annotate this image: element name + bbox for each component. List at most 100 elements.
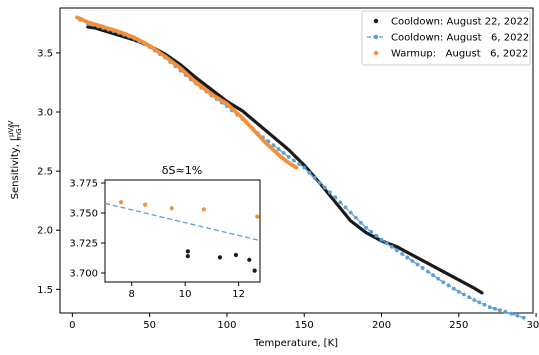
main-axis-ticks: 0 50 100 150 200 250 300 1.5 2.0 2.5 3.0 3.5 (37, 48, 539, 331)
inset-axis-ticks: 8 10 12 3.700 3.725 3.750 3.775 (69, 179, 245, 301)
series-cooldown-aug6-point (276, 147, 281, 151)
series-cooldown-aug6-point (297, 162, 301, 166)
series-cooldown-aug6-point (487, 305, 492, 309)
legend-label: Warmup: August 6, 2022 (391, 49, 528, 60)
series-cooldown-aug6-point (374, 233, 379, 238)
legend-swatch-marker (373, 18, 379, 24)
inset-x-tick-label: 12 (232, 289, 245, 300)
y-axis-label-num: μV/V (7, 120, 15, 137)
inset-warmup-point (255, 214, 260, 219)
series-cooldown-aug6-point (379, 237, 384, 242)
series-cooldown-aug6-point (271, 143, 276, 148)
series-cooldown-aug6-point (353, 215, 358, 220)
inset-cooldown-aug22-point (185, 254, 190, 259)
y-tick-label: 3.5 (37, 48, 53, 59)
series-cooldown-aug6-point (436, 276, 441, 281)
series-cooldown-aug6-point (343, 205, 348, 210)
inset-y-tick-label: 3.700 (69, 269, 98, 280)
series-cooldown-aug6-point (415, 262, 420, 267)
y-axis-label-close: ] (10, 124, 21, 128)
x-tick-label: 0 (69, 320, 75, 331)
series-cooldown-aug6-point (462, 292, 466, 297)
series-cooldown-aug6-point (333, 195, 338, 200)
series-cooldown-aug6-point (441, 280, 446, 285)
series-cooldown-aug6-point (451, 286, 456, 291)
x-tick-label: 50 (143, 320, 156, 331)
inset-cooldown-aug6-line (104, 202, 261, 242)
legend-entry: Cooldown: August 22, 2022 (373, 17, 529, 28)
main-plot-frame (59, 7, 534, 314)
inset-cooldown-aug22-point (247, 257, 252, 262)
inset-warmup-point (142, 202, 148, 207)
inset-warmup-point (118, 200, 124, 205)
inset-warmup-point (201, 207, 206, 212)
series-cooldown-aug6-point (395, 248, 399, 253)
inset-warmup-point (169, 206, 174, 211)
inset-y-tick-label: 3.775 (69, 179, 98, 190)
series-cooldown-aug22-point (480, 291, 484, 295)
series-cooldown-aug6-point (482, 302, 487, 307)
series-cooldown-aug6-point (503, 309, 508, 314)
inset-plot-frame (104, 179, 261, 283)
series-cooldown-aug6-point (369, 229, 374, 234)
legend: Cooldown: August 22, 2022 Cooldown: Augus… (361, 10, 531, 66)
inset-cooldown-aug22-point (252, 268, 257, 273)
series-cooldown-aug6-point (384, 241, 389, 246)
series-cooldown-aug6-point (359, 220, 363, 225)
inset-title: δS≈1% (162, 164, 202, 177)
y-tick-label: 3.0 (37, 108, 53, 119)
series-cooldown-aug6-point (420, 266, 425, 270)
series-cooldown-aug6-point (477, 300, 482, 305)
x-tick-label: 100 (217, 320, 236, 331)
inset-cooldown-aug22-point (185, 249, 190, 254)
legend-box (361, 10, 531, 66)
legend-swatch-marker (373, 34, 379, 40)
series-cooldown-aug6-point (472, 298, 477, 302)
series-cooldown-aug6-point (405, 255, 410, 260)
inset-cooldown-aug22-point (217, 255, 223, 260)
series-cooldown-aug6-point (307, 170, 312, 175)
x-tick-label: 150 (295, 320, 314, 331)
series-cooldown-aug6-point (328, 190, 332, 195)
series-cooldown-aug6-point (410, 259, 415, 263)
x-tick-label: 200 (372, 320, 391, 331)
series-cooldown-aug6-point (509, 311, 514, 316)
series-cooldown-aug6-point (281, 151, 286, 155)
series-cooldown-aug6-point (338, 200, 343, 205)
inset-y-tick-label: 3.750 (69, 209, 98, 220)
series-cooldown-aug6-point (286, 155, 291, 159)
legend-label: Cooldown: August 6, 2022 (391, 33, 529, 44)
series-warmup-aug6-point (294, 165, 299, 170)
legend-entry: Warmup: August 6, 2022 (373, 49, 528, 60)
series-cooldown-aug6-point (312, 175, 317, 180)
series-cooldown-aug6-point (389, 244, 394, 249)
inset-x-tick-label: 8 (129, 289, 135, 300)
series-cooldown-aug6-point (492, 306, 497, 311)
series-cooldown-aug6-point (498, 308, 502, 313)
series-cooldown-aug6-point (400, 251, 405, 256)
svg-text:Sensitivity, [μV/VmG]: Sensitivity, [μV/VmG] (7, 120, 23, 199)
series-cooldown-aug6-point (467, 295, 472, 300)
series-cooldown-aug6-point (322, 185, 327, 190)
series-cooldown-aug6-point (348, 210, 353, 215)
legend-swatch-marker (373, 50, 379, 56)
legend-entry: Cooldown: August 6, 2022 (367, 33, 529, 44)
series-cooldown-aug6-point (456, 289, 461, 294)
y-tick-label: 1.5 (37, 285, 53, 296)
inset-x-tick-label: 10 (179, 289, 192, 300)
series-cooldown-aug6-point (431, 273, 435, 278)
series-cooldown-aug6-point (317, 181, 322, 185)
inset-y-tick-label: 3.725 (69, 239, 98, 250)
series-cooldown-aug6-point (425, 269, 430, 274)
series-cooldown-aug6-point (446, 283, 451, 288)
series-cooldown-aug6-point (302, 165, 307, 170)
y-axis-label-den: mG (15, 128, 23, 140)
series-cooldown-aug6-point (521, 315, 526, 320)
series-cooldown-aug6-point (292, 158, 296, 163)
series-cooldown-aug6-point (515, 313, 520, 318)
main-series-layer (75, 15, 526, 320)
y-axis-label-main: Sensitivity, [ (10, 137, 21, 199)
y-tick-label: 2.0 (37, 226, 53, 237)
